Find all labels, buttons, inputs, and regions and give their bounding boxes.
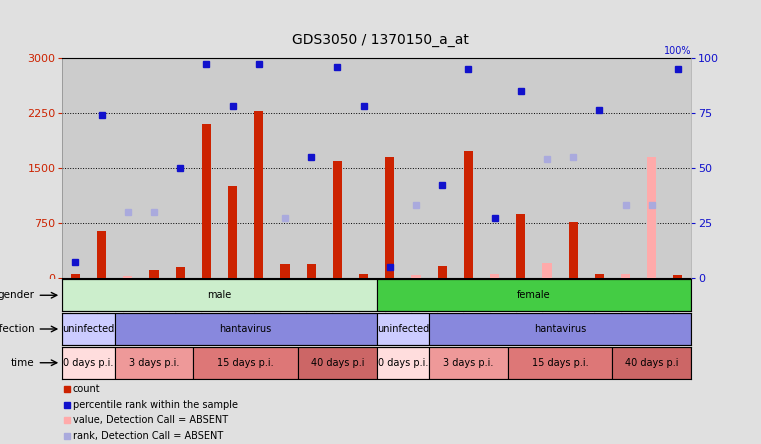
Bar — [429, 58, 455, 278]
Text: uninfected: uninfected — [62, 324, 115, 334]
Bar — [613, 58, 638, 278]
Text: 40 days p.i: 40 days p.i — [625, 358, 679, 368]
Bar — [62, 58, 88, 278]
Bar — [71, 274, 80, 278]
Bar — [202, 124, 211, 278]
Bar — [62, 313, 115, 345]
Bar — [638, 58, 665, 278]
Bar — [307, 264, 316, 278]
Bar — [586, 58, 613, 278]
Bar — [613, 347, 691, 379]
Bar — [176, 266, 185, 278]
Text: male: male — [208, 290, 231, 300]
Text: percentile rank within the sample: percentile rank within the sample — [73, 400, 237, 410]
Text: 3 days p.i.: 3 days p.i. — [443, 358, 494, 368]
Bar — [193, 347, 298, 379]
Bar — [516, 214, 525, 278]
Bar — [463, 151, 473, 278]
Text: count: count — [73, 384, 100, 394]
Bar — [351, 58, 377, 278]
Bar — [665, 58, 691, 278]
Text: 0 days p.i.: 0 days p.i. — [63, 358, 114, 368]
Bar — [62, 347, 115, 379]
Bar — [429, 313, 691, 345]
Text: 15 days p.i.: 15 days p.i. — [532, 358, 588, 368]
Bar — [429, 347, 508, 379]
Bar — [490, 274, 499, 278]
Bar — [377, 313, 429, 345]
Bar — [534, 58, 560, 278]
Text: time: time — [11, 358, 34, 368]
Bar — [673, 275, 683, 278]
Bar — [97, 230, 107, 278]
Text: 0 days p.i.: 0 days p.i. — [377, 358, 428, 368]
Bar — [228, 186, 237, 278]
Bar — [149, 270, 158, 278]
Bar — [272, 58, 298, 278]
Text: value, Detection Call = ABSENT: value, Detection Call = ABSENT — [73, 415, 228, 425]
Bar — [412, 275, 421, 278]
Bar — [333, 161, 342, 278]
Bar — [377, 279, 691, 311]
Bar — [568, 222, 578, 278]
Text: hantavirus: hantavirus — [534, 324, 586, 334]
Bar — [141, 58, 167, 278]
Bar — [455, 58, 482, 278]
Bar — [482, 58, 508, 278]
Text: female: female — [517, 290, 551, 300]
Bar — [88, 58, 115, 278]
Bar — [403, 58, 429, 278]
Text: uninfected: uninfected — [377, 324, 429, 334]
Text: 15 days p.i.: 15 days p.i. — [218, 358, 274, 368]
Text: gender: gender — [0, 290, 34, 300]
Bar — [193, 58, 219, 278]
Bar — [385, 157, 394, 278]
Bar — [324, 58, 351, 278]
Bar — [115, 347, 193, 379]
Bar — [115, 313, 377, 345]
Bar — [298, 58, 324, 278]
Bar — [359, 274, 368, 278]
Bar — [647, 157, 656, 278]
Bar — [298, 347, 377, 379]
Bar — [377, 347, 429, 379]
Text: rank, Detection Call = ABSENT: rank, Detection Call = ABSENT — [73, 431, 223, 441]
Bar — [281, 264, 290, 278]
Bar — [621, 274, 630, 278]
Bar — [219, 58, 246, 278]
Text: 100%: 100% — [664, 46, 691, 56]
Text: 3 days p.i.: 3 days p.i. — [129, 358, 180, 368]
Bar — [62, 279, 377, 311]
Bar — [167, 58, 193, 278]
Bar — [508, 347, 613, 379]
Bar — [438, 266, 447, 278]
Bar — [377, 58, 403, 278]
Bar — [508, 58, 534, 278]
Text: infection: infection — [0, 324, 34, 334]
Text: 40 days p.i: 40 days p.i — [310, 358, 365, 368]
Text: hantavirus: hantavirus — [220, 324, 272, 334]
Bar — [560, 58, 586, 278]
Text: GDS3050 / 1370150_a_at: GDS3050 / 1370150_a_at — [292, 32, 469, 47]
Bar — [123, 276, 132, 278]
Bar — [543, 263, 552, 278]
Bar — [254, 111, 263, 278]
Bar — [595, 274, 604, 278]
Bar — [246, 58, 272, 278]
Bar — [115, 58, 141, 278]
